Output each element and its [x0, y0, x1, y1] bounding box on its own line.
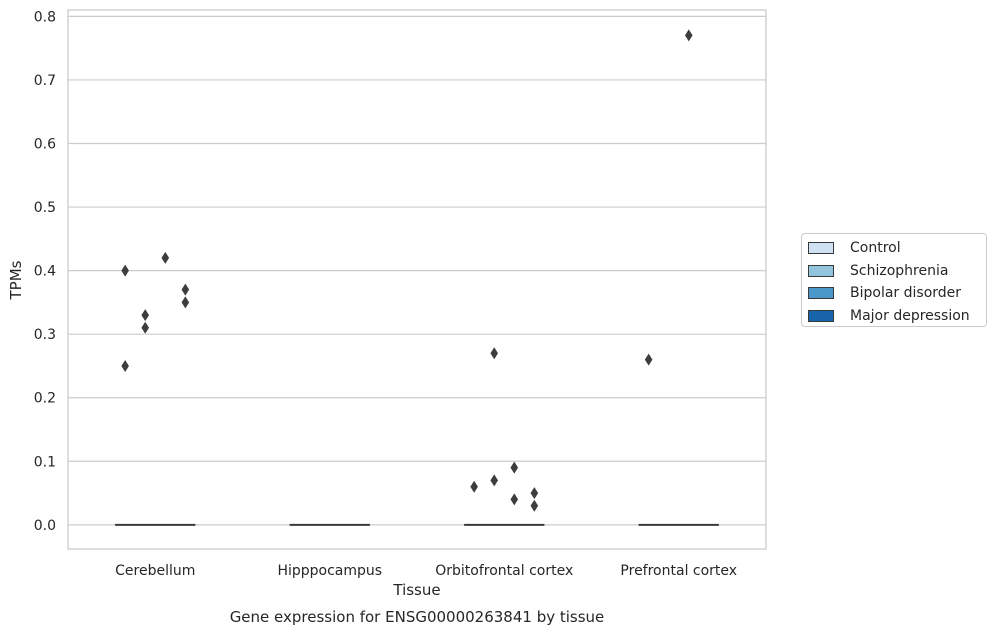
legend-item: Schizophrenia [808, 260, 986, 283]
legend: Control Schizophrenia Bipolar disorder Majo… [801, 233, 987, 327]
plot-frame [67, 9, 767, 550]
outlier-point [181, 296, 190, 309]
x-tick-labels: Cerebellum Hipppocampus Orbitofrontal cort… [115, 563, 737, 579]
legend-swatch [808, 264, 834, 277]
legend-item: Control [808, 237, 986, 260]
outlier-point [470, 480, 478, 493]
y-tick-label: 0.4 [34, 264, 56, 280]
outlier-point [490, 474, 499, 487]
outlier-point [121, 264, 129, 277]
legend-label: Bipolar disorder [850, 285, 962, 302]
x-axis-title: Tissue [392, 581, 440, 599]
outlier-point [510, 493, 519, 506]
legend-item: Major depression [808, 305, 986, 328]
legend-swatch [808, 242, 834, 255]
y-tick-labels: 0.0 0.1 0.2 0.3 0.4 0.5 0.6 0.7 0.8 [34, 9, 56, 533]
y-tick-label: 0.8 [34, 9, 56, 25]
legend-item: Bipolar disorder [808, 282, 986, 305]
legend-label: Control [850, 240, 901, 257]
outlier-point [644, 353, 653, 366]
outlier-point [530, 487, 539, 500]
legend-label: Major depression [850, 307, 970, 324]
x-tick-label: Cerebellum [115, 563, 195, 579]
chart-title: Gene expression for ENSG00000263841 by t… [230, 608, 605, 626]
gridlines [68, 15, 766, 526]
legend-label: Schizophrenia [850, 262, 949, 279]
outlier-point [530, 499, 539, 512]
x-tick-label: Prefrontal cortex [620, 563, 737, 579]
outlier-point [141, 309, 150, 322]
y-tick-label: 0.1 [34, 454, 56, 470]
y-tick-label: 0.2 [34, 391, 56, 407]
x-tick-label: Orbitofrontal cortex [435, 563, 573, 579]
outlier-point [141, 321, 150, 334]
y-axis-title: TPMs [7, 260, 25, 300]
outlier-point [510, 461, 519, 474]
y-tick-label: 0.0 [34, 518, 56, 534]
outlier-point [684, 29, 693, 42]
outliers [121, 29, 693, 512]
y-tick-label: 0.3 [34, 327, 56, 343]
x-tick-label: Hipppocampus [277, 563, 382, 579]
outlier-point [181, 283, 190, 296]
y-tick-label: 0.6 [34, 136, 56, 152]
outlier-point [161, 251, 170, 264]
y-tick-label: 0.7 [34, 73, 56, 89]
legend-swatch [808, 287, 834, 300]
legend-swatch [808, 309, 834, 322]
outlier-point [121, 359, 129, 372]
y-tick-label: 0.5 [34, 200, 56, 216]
outlier-point [490, 347, 499, 360]
